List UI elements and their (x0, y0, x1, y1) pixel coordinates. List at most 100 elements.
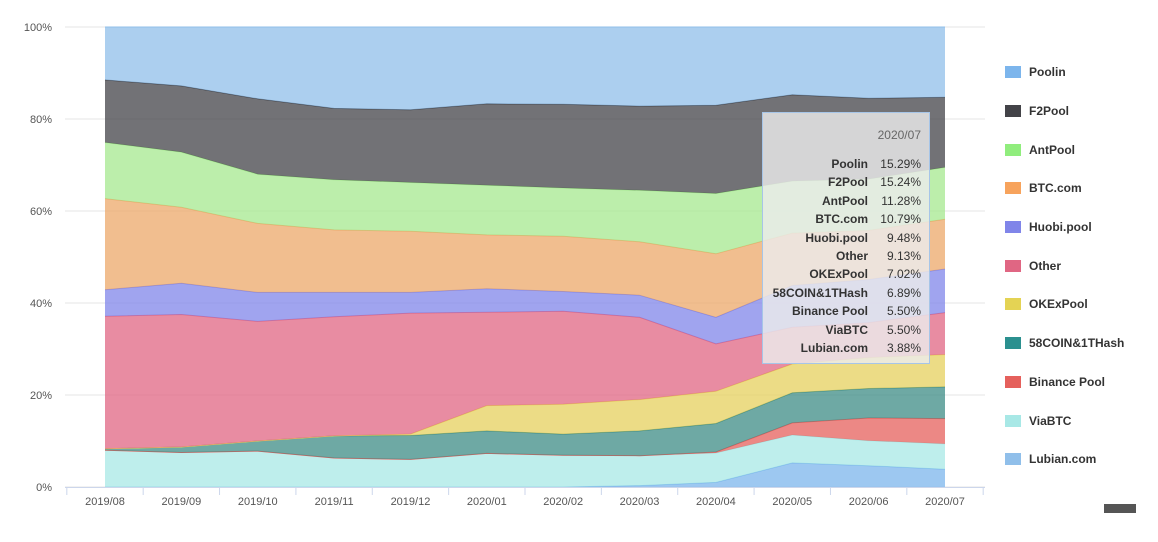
legend-item-f2pool[interactable]: F2Pool (1005, 92, 1155, 131)
legend-label: Huobi.pool (1029, 220, 1092, 235)
legend-label: F2Pool (1029, 104, 1070, 119)
x-tick-label: 2020/06 (849, 496, 889, 508)
legend-item-viabtc[interactable]: ViaBTC (1005, 401, 1155, 440)
legend-item-poolin[interactable]: Poolin (1005, 53, 1155, 92)
legend-label: BTC.com (1029, 181, 1082, 196)
tooltip-series-value: 15.24% (880, 175, 921, 190)
area-huobi-pool[interactable] (105, 269, 945, 344)
x-tick-label: 2020/01 (467, 496, 507, 508)
area-okexpool[interactable] (105, 354, 945, 449)
legend-item-58coin-1thash[interactable]: 58COIN&1THash (1005, 324, 1155, 363)
legend-item-huobi-pool[interactable]: Huobi.pool (1005, 208, 1155, 247)
x-tick-label: 2019/11 (315, 496, 354, 508)
y-tick-label: 20% (30, 390, 52, 402)
legend-swatch (1005, 375, 1021, 388)
tooltip-series-value: 9.48% (886, 230, 921, 245)
area-poolin[interactable] (105, 27, 945, 110)
x-tick-label: 2020/05 (772, 496, 812, 508)
tooltip-row-antpool: AntPool 11.28% (771, 192, 921, 210)
tooltip-series-value: 3.88% (886, 340, 921, 355)
legend-item-binance-pool[interactable]: Binance Pool (1005, 363, 1155, 402)
legend-label: 58COIN&1THash (1029, 336, 1125, 351)
legend-label: Poolin (1029, 65, 1066, 80)
y-tick-label: 80% (30, 114, 52, 126)
legend-item-btc-com[interactable]: BTC.com (1005, 169, 1155, 208)
tooltip-series-name: OKExPool (809, 267, 868, 282)
tooltip-row-58coin-1thash: 58COIN&1THash 6.89% (771, 284, 921, 302)
x-tick-label: 2020/07 (925, 496, 965, 508)
legend-label: Lubian.com (1029, 452, 1097, 467)
y-tick-label: 100% (24, 22, 52, 34)
legend-label: OKExPool (1029, 297, 1088, 312)
tooltip-series-value: 11.28% (881, 193, 921, 208)
tooltip-row-binance-pool: Binance Pool 5.50% (771, 302, 921, 320)
x-tick-label: 2019/12 (391, 496, 431, 508)
tooltip-row-other: Other 9.13% (771, 247, 921, 265)
tooltip-series-value: 9.13% (886, 248, 921, 263)
area-binance-pool[interactable] (105, 418, 945, 460)
tooltip-series-value: 7.02% (886, 267, 921, 282)
area-lubian-com[interactable] (105, 462, 945, 487)
x-tick-label: 2020/02 (543, 496, 583, 508)
tooltip-row-viabtc: ViaBTC 5.50% (771, 321, 921, 339)
x-tick-label: 2020/03 (620, 496, 660, 508)
legend-label: Other (1029, 258, 1062, 273)
tooltip-row-huobi-pool: Huobi.pool 9.48% (771, 229, 921, 247)
tooltip-row-btc-com: BTC.com 10.79% (771, 210, 921, 228)
tooltip-series-name: Poolin (831, 157, 868, 171)
area-viabtc[interactable] (105, 435, 945, 487)
legend-label: AntPool (1029, 142, 1075, 157)
legend-swatch (1005, 453, 1021, 466)
legend-swatch (1005, 182, 1021, 195)
menu-button[interactable] (1104, 504, 1136, 513)
area-58coin-1thash[interactable] (105, 386, 945, 460)
chart-legend: Poolin F2Pool AntPool BTC.com Huobi.pool… (1005, 53, 1155, 479)
tooltip-row-poolin: Poolin 15.29% (771, 155, 921, 173)
chart-tooltip: 2020/07 Poolin 15.29% F2Pool 15.24% AntP… (762, 112, 930, 364)
x-tick-label: 2020/04 (696, 496, 736, 508)
legend-swatch (1005, 66, 1021, 79)
tooltip-series-name: 58COIN&1THash (772, 285, 868, 300)
area-antpool[interactable] (105, 142, 945, 254)
series-line-binance-pool (104, 417, 946, 460)
legend-label: Binance Pool (1029, 374, 1106, 389)
legend-label: ViaBTC (1029, 413, 1072, 428)
tooltip-series-value: 5.50% (886, 322, 921, 337)
tooltip-series-value: 15.29% (880, 157, 921, 171)
tooltip-series-value: 10.79% (880, 212, 921, 227)
tooltip-row-lubian-com: Lubian.com 3.88% (771, 339, 921, 357)
area-f2pool[interactable] (105, 79, 945, 194)
area-other[interactable] (105, 311, 945, 449)
tooltip-series-value: 6.89% (886, 285, 921, 300)
tooltip-title: 2020/07 (877, 128, 921, 142)
legend-swatch (1005, 221, 1021, 234)
tooltip-series-name: Lubian.com (800, 340, 868, 355)
tooltip-series-name: BTC.com (815, 212, 868, 227)
tooltip-series-name: AntPool (822, 193, 868, 208)
legend-item-okexpool[interactable]: OKExPool (1005, 285, 1155, 324)
tooltip-series-name: ViaBTC (825, 322, 868, 337)
legend-swatch (1005, 337, 1021, 350)
y-tick-label: 0% (36, 482, 52, 494)
legend-item-lubian-com[interactable]: Lubian.com (1005, 440, 1155, 479)
tooltip-row-okexpool: OKExPool 7.02% (771, 265, 921, 283)
legend-swatch (1005, 298, 1021, 311)
legend-swatch (1005, 414, 1021, 427)
tooltip-row-f2pool: F2Pool 15.24% (771, 173, 921, 191)
x-tick-label: 2019/10 (238, 496, 278, 508)
x-tick-label: 2019/08 (85, 496, 125, 508)
legend-swatch (1005, 143, 1021, 156)
tooltip-series-name: Huobi.pool (805, 230, 868, 245)
legend-item-other[interactable]: Other (1005, 246, 1155, 285)
x-tick-label: 2019/09 (161, 496, 201, 508)
legend-swatch (1005, 259, 1021, 272)
legend-swatch (1005, 105, 1021, 118)
legend-item-antpool[interactable]: AntPool (1005, 130, 1155, 169)
tooltip-series-name: Other (835, 248, 868, 263)
y-tick-label: 60% (30, 206, 52, 218)
tooltip-series-name: F2Pool (827, 175, 868, 190)
tooltip-series-value: 5.50% (886, 304, 921, 319)
y-tick-label: 40% (30, 298, 52, 310)
tooltip-series-name: Binance Pool (791, 304, 868, 319)
